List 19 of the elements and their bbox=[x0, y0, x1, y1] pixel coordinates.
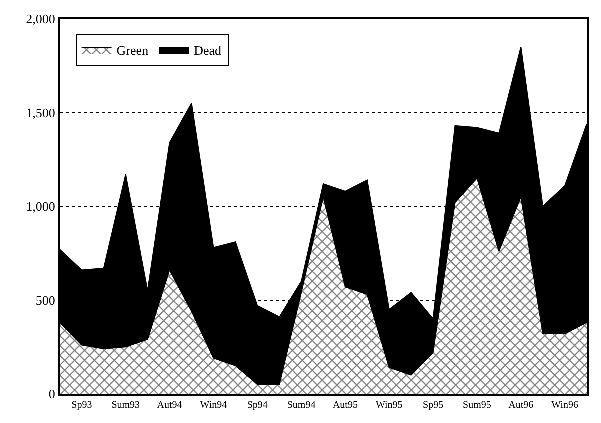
y-tick-label: 1,500 bbox=[26, 105, 56, 120]
y-tick-label: 2,000 bbox=[26, 12, 56, 27]
x-tick-label: Sp93 bbox=[72, 400, 92, 411]
legend-label: Green bbox=[116, 43, 150, 58]
x-tick-label: Aut96 bbox=[508, 400, 534, 411]
x-tick-label: Aut94 bbox=[157, 400, 182, 411]
legend-label: Dead bbox=[194, 43, 222, 58]
x-tick-label: Win94 bbox=[200, 400, 228, 411]
x-tick-label: Sum93 bbox=[112, 400, 140, 411]
x-tick-label: Win95 bbox=[376, 400, 403, 411]
y-tick-label: 1,000 bbox=[26, 199, 56, 214]
x-tick-label: Aut95 bbox=[332, 400, 358, 411]
x-tick-label: Win96 bbox=[552, 400, 578, 411]
x-tick-label: Sum95 bbox=[463, 400, 492, 411]
x-tick-label: Sum94 bbox=[287, 400, 316, 411]
x-tick-label: Sp95 bbox=[423, 400, 444, 411]
y-tick-label: 0 bbox=[48, 386, 56, 402]
y-tick-label: 500 bbox=[36, 292, 56, 308]
x-tick-label: Sp94 bbox=[247, 400, 268, 411]
